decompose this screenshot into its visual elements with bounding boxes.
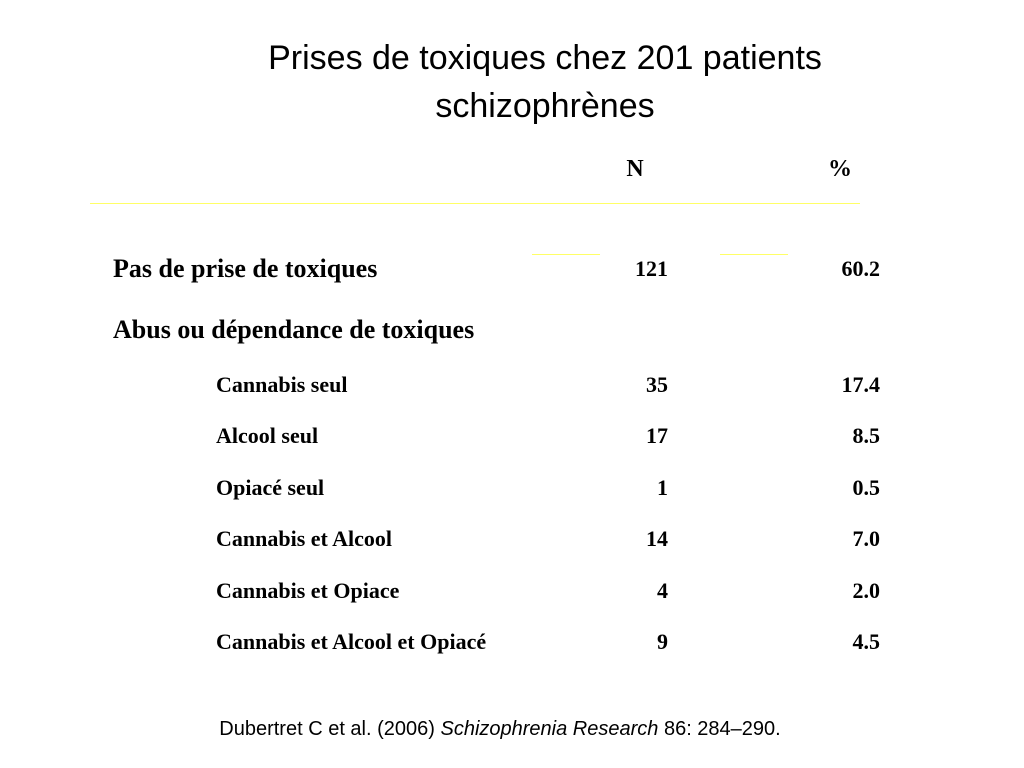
row-n-value: 1 (657, 475, 668, 500)
table-row: Cannabis et Alcool 14 7.0 (0, 522, 1024, 556)
citation: Dubertret C et al. (2006) Schizophrenia … (0, 714, 1000, 744)
row-label: Pas de prise de toxiques (113, 254, 378, 283)
table-row: Opiacé seul 1 0.5 (0, 471, 1024, 505)
row-percent-value: 0.5 (852, 475, 881, 500)
row-n-value: 121 (635, 256, 668, 281)
header-divider (90, 203, 860, 204)
row-label: Cannabis seul (216, 372, 348, 397)
row-label: Alcool seul (216, 423, 319, 448)
row-percent-value: 17.4 (841, 372, 881, 397)
row-percent-value: 60.2 (841, 256, 881, 281)
column-header-n: N (626, 156, 644, 182)
abuse-heading: Abus ou dépendance de toxiques (113, 315, 475, 344)
row-n-value: 35 (646, 372, 668, 397)
row-label: Opiacé seul (216, 475, 325, 500)
row-label: Cannabis et Alcool et Opiacé (216, 629, 487, 654)
table-row: Alcool seul 17 8.5 (0, 419, 1024, 453)
row-percent-value: 7.0 (852, 526, 881, 551)
abuse-heading-row: Abus ou dépendance de toxiques (0, 313, 1024, 347)
slide-title: Prises de toxiques chez 201 patients sch… (160, 34, 930, 130)
row-n-value: 4 (657, 578, 668, 603)
row-label: Cannabis et Opiace (216, 578, 400, 603)
table-row-no-use: Pas de prise de toxiques 121 60.2 (0, 252, 1024, 286)
row-n-value: 14 (646, 526, 668, 551)
title-line-1: Prises de toxiques chez 201 patients (268, 39, 822, 77)
n-column-rule (532, 254, 600, 255)
table-row: Cannabis et Opiace 4 2.0 (0, 574, 1024, 608)
table-row: Cannabis et Alcool et Opiacé 9 4.5 (0, 625, 1024, 659)
percent-column-rule (720, 254, 788, 255)
row-label: Cannabis et Alcool (216, 526, 393, 551)
row-percent-value: 4.5 (852, 629, 881, 654)
table-row: Cannabis seul 35 17.4 (0, 368, 1024, 402)
title-line-2: schizophrènes (435, 87, 655, 125)
row-percent-value: 8.5 (852, 423, 881, 448)
row-percent-value: 2.0 (852, 578, 881, 603)
citation-volume-pages: 86: 284–290. (658, 718, 781, 740)
citation-authors: Dubertret C et al. (2006) (219, 718, 441, 740)
row-n-value: 9 (657, 629, 668, 654)
citation-journal: Schizophrenia Research (440, 718, 659, 740)
row-n-value: 17 (646, 423, 668, 448)
column-header-percent: % (828, 156, 852, 182)
